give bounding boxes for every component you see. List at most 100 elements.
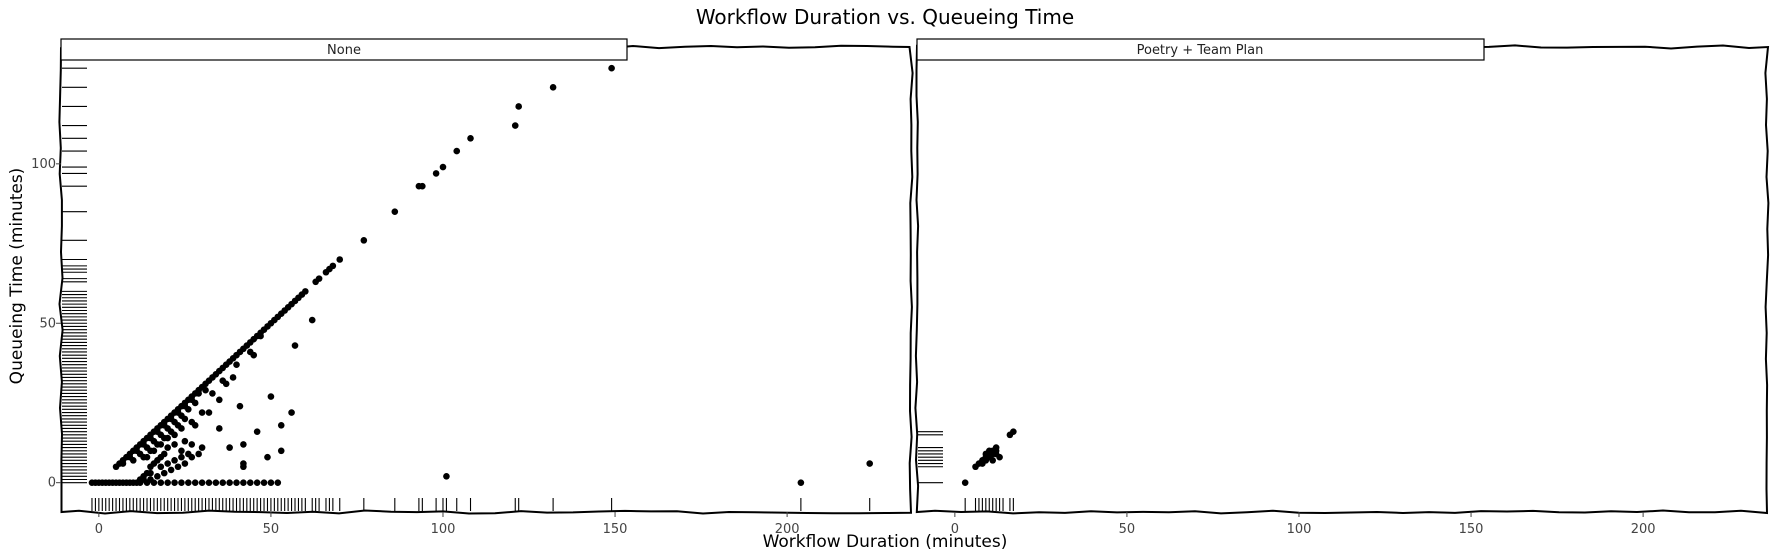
scatter-points: [961, 428, 1017, 486]
facet-strip-poetry-team-plan: Poetry + Team Plan: [916, 38, 1485, 61]
x-axis-label: Workflow Duration (minutes): [763, 532, 1008, 552]
facet-strip-box: [916, 38, 1485, 61]
data-point: [797, 479, 805, 486]
facet-panel-poetry-team-plan: Poetry + Team Plan 0 50 100 150 200: [914, 38, 1770, 537]
data-point: [515, 103, 522, 110]
data-point: [982, 450, 990, 458]
y-tick-label: 0: [48, 476, 56, 491]
x-tick-label: 0: [95, 522, 103, 537]
data-point: [178, 425, 185, 432]
data-point: [253, 428, 261, 435]
data-point: [143, 453, 151, 461]
data-point: [209, 390, 216, 397]
data-point: [188, 453, 196, 461]
data-point: [979, 460, 986, 467]
facet-strip-label: Poetry + Team Plan: [1137, 43, 1264, 58]
data-point: [866, 460, 874, 467]
data-point: [257, 332, 264, 340]
rug-x: [91, 498, 871, 511]
data-point: [205, 479, 213, 486]
data-point: [961, 479, 969, 486]
x-tick-label: 50: [1119, 522, 1136, 537]
data-point: [233, 361, 240, 369]
scatter-points: [88, 64, 874, 486]
data-point: [215, 396, 223, 404]
data-point: [215, 425, 223, 432]
data-point: [312, 278, 319, 286]
rug-y: [62, 67, 87, 484]
data-point: [264, 453, 271, 461]
y-tick-label: 100: [31, 157, 56, 172]
data-point: [191, 479, 199, 486]
data-point: [154, 473, 161, 480]
data-point: [992, 447, 1000, 455]
data-point: [181, 460, 189, 467]
data-point: [109, 479, 116, 486]
x-tick-label: 200: [775, 522, 800, 537]
x-tick-label: 150: [1459, 522, 1484, 537]
data-point: [219, 479, 227, 486]
data-point: [185, 479, 192, 486]
data-point: [150, 460, 158, 467]
data-point: [288, 409, 295, 416]
data-point: [102, 479, 110, 486]
data-point: [336, 256, 344, 263]
x-tick-label: 0: [951, 522, 959, 537]
data-point: [291, 342, 299, 349]
data-point: [246, 479, 254, 486]
data-point: [439, 163, 447, 171]
data-point: [157, 479, 165, 486]
data-point: [171, 441, 178, 448]
data-point: [226, 444, 233, 451]
x-tick-label: 50: [263, 522, 280, 537]
data-point: [260, 479, 268, 486]
data-point: [112, 463, 120, 471]
y-tick-label: 50: [39, 316, 56, 331]
data-point: [360, 237, 368, 244]
data-point: [171, 431, 178, 439]
data-point: [164, 460, 171, 467]
data-point: [164, 479, 171, 486]
data-point: [129, 457, 137, 464]
data-point: [195, 390, 202, 397]
data-point: [205, 409, 213, 416]
data-point: [191, 399, 199, 407]
data-point: [123, 479, 130, 486]
data-point: [415, 182, 423, 190]
rug-x: [964, 498, 1014, 511]
data-point: [1010, 428, 1017, 435]
data-point: [467, 135, 474, 142]
data-point: [308, 316, 316, 324]
y-axis-label: Queueing Time (minutes): [7, 168, 27, 385]
data-point: [160, 469, 168, 477]
data-point: [322, 268, 330, 276]
data-point: [157, 463, 165, 471]
data-point: [391, 208, 399, 215]
rug-y: [918, 431, 943, 484]
data-point: [240, 479, 247, 486]
data-point: [253, 479, 261, 486]
data-point: [240, 460, 247, 467]
data-point: [178, 447, 185, 455]
data-point: [188, 441, 196, 448]
data-point: [250, 351, 258, 359]
data-point: [181, 415, 189, 423]
data-point: [191, 421, 199, 429]
data-point: [174, 463, 182, 471]
data-point: [147, 476, 154, 483]
data-point: [267, 479, 275, 486]
x-tick-label: 150: [603, 522, 628, 537]
data-point: [119, 460, 127, 467]
data-point: [198, 444, 206, 451]
data-point: [236, 402, 244, 410]
data-point: [277, 447, 285, 455]
data-point: [267, 393, 275, 400]
data-point: [432, 170, 440, 177]
x-tick-label: 100: [1287, 522, 1312, 537]
data-point: [202, 386, 209, 394]
x-tick-label: 100: [431, 522, 456, 537]
data-point: [164, 444, 171, 451]
data-point: [167, 466, 175, 474]
facet-panel-none: None 0 50 100 150 200 0 50 100: [31, 38, 914, 537]
